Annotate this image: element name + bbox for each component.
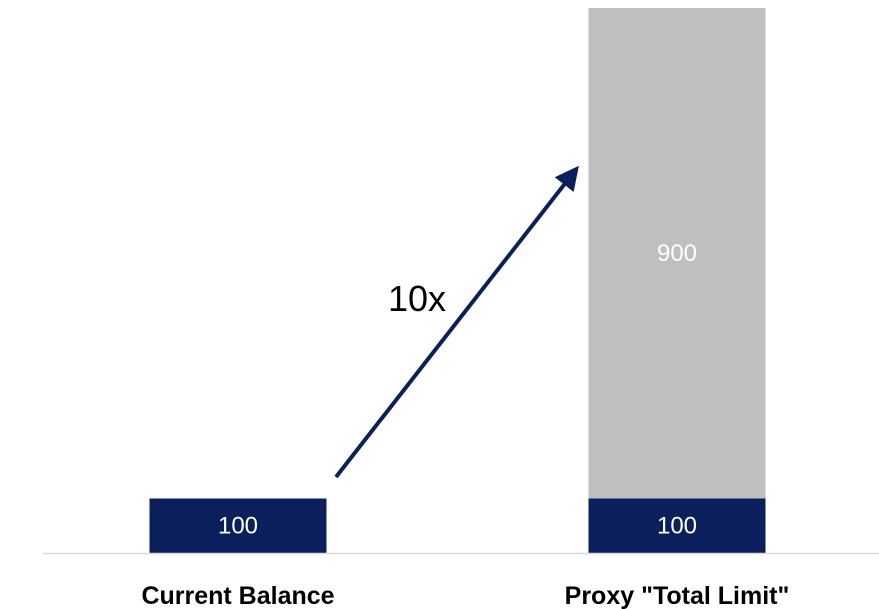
category-label: Current Balance [141,582,334,609]
bar-segment [588,498,766,553]
category-label: Proxy "Total Limit" [565,582,790,609]
bar-data-label: 100 [218,512,258,539]
bar-segment [149,498,327,553]
bar-data-label: 100 [657,512,697,539]
growth-arrow [334,165,579,479]
bar-segment [588,8,766,499]
bar-data-label: 900 [657,240,697,267]
annotation-label: 10x [388,278,446,319]
